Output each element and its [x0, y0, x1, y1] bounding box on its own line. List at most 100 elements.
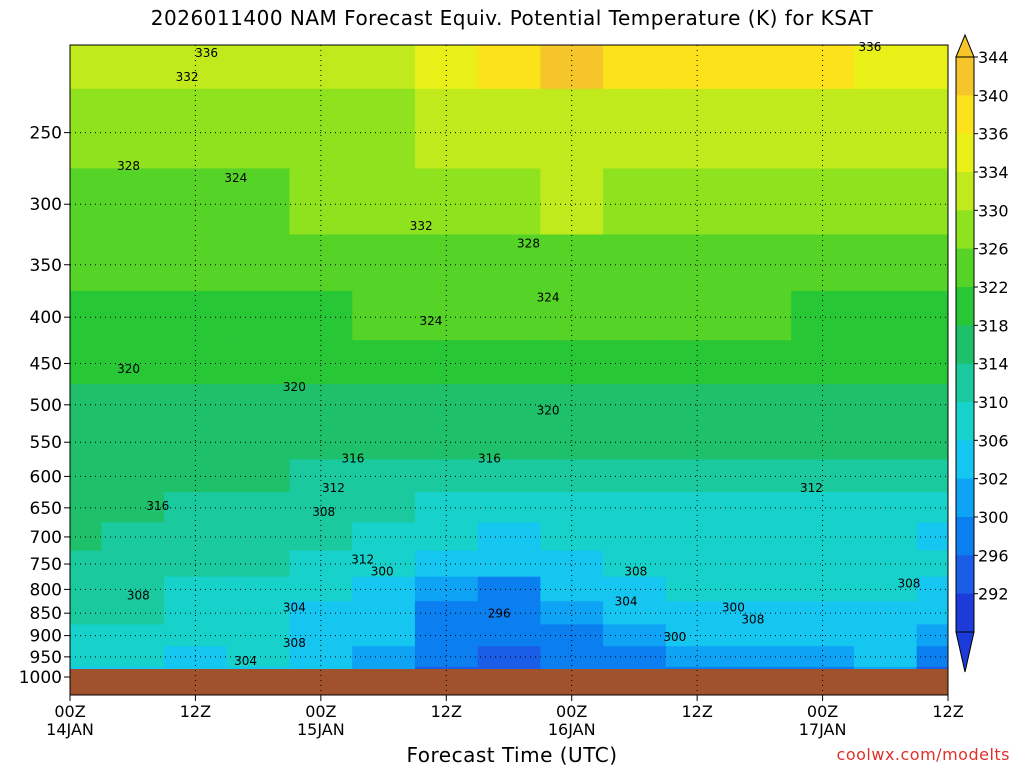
colorbar-segment — [956, 133, 974, 173]
colorbar-label: 336 — [978, 125, 1009, 144]
heatmap-cell — [477, 290, 541, 341]
contour-label: 328 — [517, 237, 540, 251]
heatmap-cell — [540, 550, 604, 578]
contour-label: 308 — [283, 636, 306, 650]
colorbar-label: 326 — [978, 240, 1009, 259]
heatmap-cell — [477, 646, 541, 668]
heatmap-cell — [352, 459, 416, 493]
y-tick-label: 700 — [30, 528, 62, 548]
heatmap-cell — [603, 601, 667, 625]
heatmap-cell — [226, 423, 290, 460]
heatmap-cell — [665, 550, 729, 578]
heatmap-cell — [477, 576, 541, 602]
heatmap-cell — [352, 492, 416, 523]
colorbar-label: 300 — [978, 508, 1009, 527]
x-tick-label: 16JAN — [548, 720, 596, 739]
colorbar-label: 344 — [978, 48, 1009, 67]
heatmap-cell — [791, 423, 855, 460]
heatmap-cell — [728, 340, 792, 385]
heatmap-cell — [101, 646, 165, 668]
heatmap-cell — [226, 624, 290, 647]
x-tick-label: 12Z — [180, 702, 211, 721]
colorbar-segment — [956, 593, 974, 633]
heatmap-cell — [791, 522, 855, 551]
y-tick-label: 750 — [30, 555, 62, 575]
heatmap-cell — [289, 601, 353, 625]
heatmap-cell — [414, 423, 479, 460]
heatmap-cell — [289, 234, 353, 292]
heatmap-cell — [477, 234, 541, 292]
heatmap-cell — [289, 550, 353, 578]
heatmap-cell — [70, 384, 102, 425]
heatmap-cell — [728, 88, 792, 169]
heatmap-cell — [665, 522, 729, 551]
contour-label: 324 — [420, 314, 443, 328]
heatmap-cell — [791, 45, 855, 90]
x-axis: 00Z14JAN202612Z00Z15JAN12Z00Z16JAN12Z00Z… — [46, 695, 964, 740]
heatmap-cell — [540, 234, 604, 292]
heatmap-cell — [289, 522, 353, 551]
colorbar-label: 292 — [978, 585, 1009, 604]
heatmap-cell — [540, 45, 604, 90]
contour-label: 300 — [371, 565, 394, 579]
x-tick-label: 00Z — [305, 702, 336, 721]
heatmap-cell — [665, 168, 729, 235]
heatmap-cell — [540, 340, 604, 385]
heatmap-cell — [665, 601, 729, 625]
heatmap-cell — [477, 45, 541, 90]
heatmap-cell — [414, 45, 479, 90]
heatmap-cell — [414, 234, 479, 292]
contour-label: 336 — [195, 46, 218, 60]
heatmap-cell — [414, 550, 479, 578]
heatmap-cell — [728, 290, 792, 341]
colorbar-label: 302 — [978, 470, 1009, 489]
colorbar-segment — [956, 555, 974, 595]
contour-label: 304 — [615, 594, 638, 608]
contour-label: 312 — [351, 553, 374, 567]
heatmap-cell — [728, 384, 792, 425]
heatmap-cell — [916, 88, 949, 169]
heatmap-cell — [101, 423, 165, 460]
heatmap-cell — [414, 492, 479, 523]
heatmap-cell — [916, 492, 949, 523]
contour-label: 332 — [410, 219, 433, 233]
contour-label: 316 — [478, 451, 501, 465]
chart-svg: 336 332 328 324 332 328 324 324 320 320 320 316 316 3… — [19, 33, 1009, 740]
heatmap-cell — [603, 88, 667, 169]
heatmap-cell — [70, 168, 102, 235]
y-tick-label: 800 — [30, 580, 62, 600]
heatmap-cell — [70, 234, 102, 292]
heatmap-cell — [916, 234, 949, 292]
heatmap-cell — [477, 601, 541, 625]
heatmap-cell — [916, 601, 949, 625]
heatmap-cell — [226, 168, 290, 235]
heatmap-cell — [226, 522, 290, 551]
chart-title: 2026011400 NAM Forecast Equiv. Potential… — [150, 6, 874, 30]
x-tick-label: 17JAN — [799, 720, 847, 739]
y-tick-label: 650 — [30, 499, 62, 519]
heatmap-cell — [665, 234, 729, 292]
heatmap-cell — [101, 601, 165, 625]
heatmap-cell — [603, 624, 667, 647]
y-tick-label: 850 — [30, 604, 62, 624]
colorbar-label: 306 — [978, 431, 1009, 450]
credit-link[interactable]: coolwx.com/modelts — [836, 745, 1010, 764]
heatmap-cell — [164, 234, 228, 292]
heatmap-cell — [603, 234, 667, 292]
heatmap-cell — [352, 550, 416, 578]
heatmap-cell — [477, 624, 541, 647]
heatmap-cell — [352, 384, 416, 425]
heatmap-cell — [352, 88, 416, 169]
heatmap-cell — [226, 492, 290, 523]
colorbar-label: 296 — [978, 546, 1009, 565]
x-tick-label: 12Z — [932, 702, 963, 721]
heatmap-cell — [226, 234, 290, 292]
colorbar-segment — [956, 402, 974, 441]
heatmap-cell — [916, 423, 949, 460]
heatmap-cell — [164, 45, 228, 90]
y-tick-label: 250 — [30, 124, 62, 144]
heatmap-cell — [352, 290, 416, 341]
contour-label: 336 — [859, 40, 882, 54]
y-tick-label: 400 — [30, 308, 62, 328]
heatmap-cell — [603, 45, 667, 90]
